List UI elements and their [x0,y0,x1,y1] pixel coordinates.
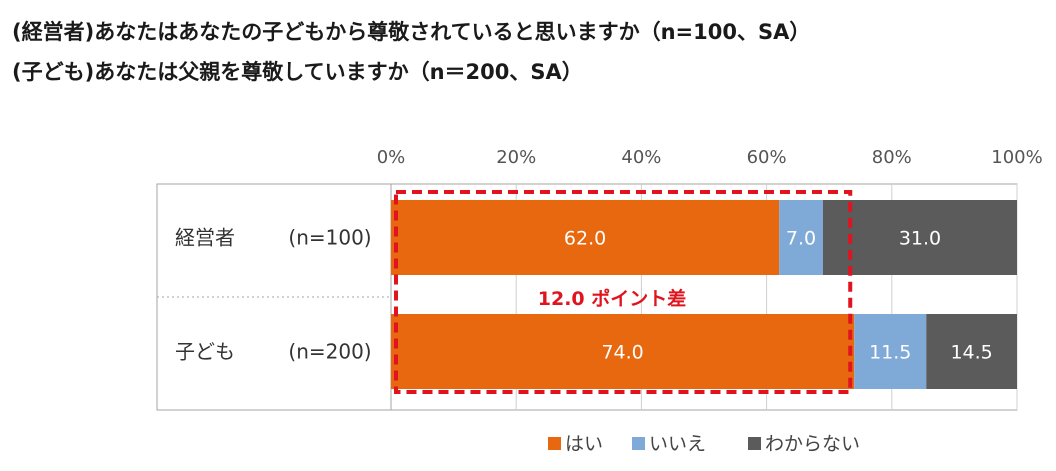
x-tick-label: 20% [496,147,536,168]
legend-label: わからない [765,433,860,455]
data-label: 31.0 [899,228,941,250]
bar-segment [854,314,927,389]
data-label: 14.5 [950,342,992,364]
data-label: 62.0 [564,228,606,250]
legend-swatch [548,437,561,450]
bar-segment [926,314,1017,389]
data-label: 7.0 [786,228,816,250]
legend-swatch [632,437,645,450]
legend-label: いいえ [649,433,706,455]
legend-swatch [748,437,761,450]
sample-size-label: (n=100) [288,226,371,250]
bar-segment [391,314,855,389]
x-tick-label: 40% [621,147,661,168]
legend-label: はい [565,433,603,455]
category-label: 経営者 [175,226,235,250]
x-tick-label: 0% [377,147,406,168]
bar-segment [779,200,823,275]
chart-title-line-1: (経営者)あなたはあなたの子どもから尊敬されていると思いますか（n=100、SA… [12,20,811,44]
data-label: 11.5 [869,342,911,364]
x-tick-label: 100% [991,147,1042,168]
sample-size-label: (n=200) [288,340,371,364]
x-tick-label: 60% [747,147,787,168]
difference-annotation: 12.0 ポイント差 [538,287,687,310]
chart-title-line-2: (子ども)あなたは父親を尊敬していますか（n＝200、SA） [12,60,583,84]
difference-highlight-box [394,190,853,394]
bar-segment [391,200,780,275]
bar-segment [822,200,1017,275]
data-label: 74.0 [601,342,643,364]
x-tick-label: 80% [872,147,912,168]
category-label: 子ども [175,340,235,364]
chart-titles: (経営者)あなたはあなたの子どもから尊敬されていると思いますか（n=100、SA… [12,12,810,92]
